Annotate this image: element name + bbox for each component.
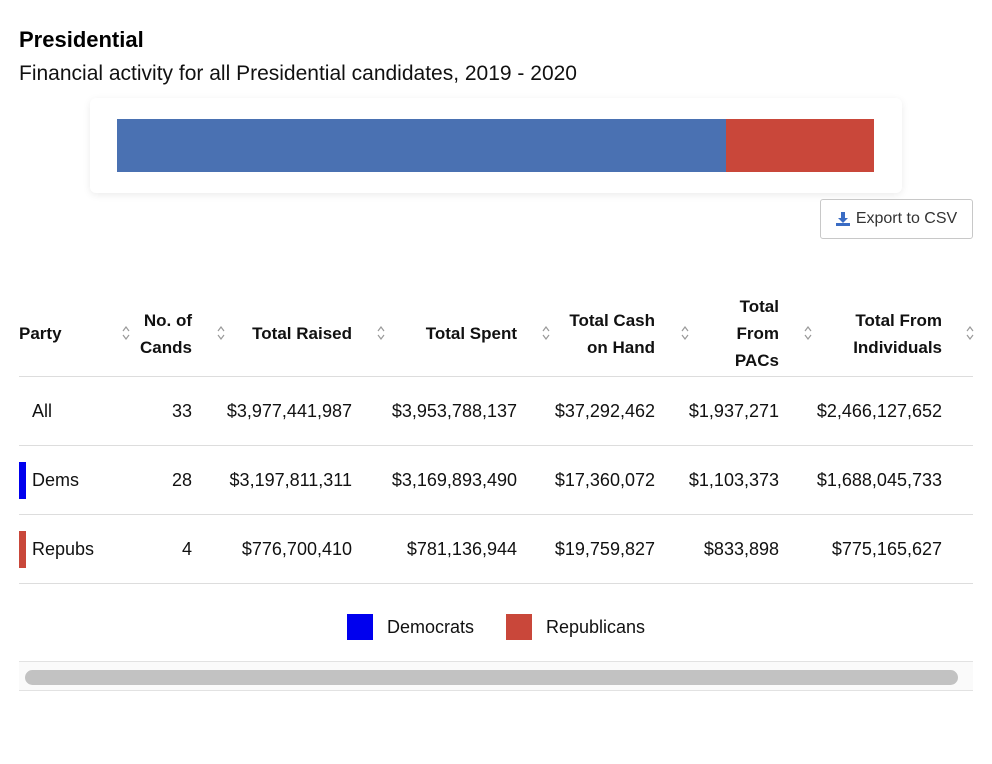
cell-indiv: $2,466,127,652 [816, 400, 942, 421]
bar-segment-democrats [117, 119, 727, 172]
sort-icon[interactable] [680, 325, 690, 341]
cell-spent: $781,136,944 [406, 538, 517, 559]
export-csv-label: Export to CSV [855, 210, 958, 227]
column-header-label: No. of Cands [140, 310, 192, 357]
column-header-party[interactable]: Party [19, 290, 137, 377]
legend-item-republicans: Republicans [505, 614, 646, 640]
sort-icon[interactable] [121, 325, 131, 341]
cell-spent: $3,169,893,490 [391, 469, 517, 490]
party-color-marker [19, 462, 26, 499]
column-header-label: Total From Individuals [853, 310, 942, 357]
column-header-raised[interactable]: Total Raised [219, 290, 352, 377]
column-header-pacs[interactable]: Total From PACs [699, 290, 779, 377]
cell-raised: $3,977,441,987 [226, 400, 352, 421]
export-csv-button[interactable]: Export to CSV [820, 199, 973, 239]
legend-label: Democrats [386, 616, 474, 637]
bar-segment-republicans [726, 119, 874, 172]
download-icon [835, 212, 850, 226]
column-header-label: Total From PACs [734, 297, 779, 370]
page-title: Presidential [19, 27, 144, 52]
legend: Democrats Republicans [0, 614, 992, 640]
party-share-card [90, 98, 902, 193]
cell-pacs: $1,103,373 [688, 469, 779, 490]
cell-cash: $37,292,462 [554, 400, 655, 421]
table-row: Dems 28 $3,197,811,311 $3,169,893,490 $17,36… [19, 446, 973, 515]
cell-cands: 4 [181, 538, 192, 559]
cell-party: All [32, 400, 53, 421]
cell-raised: $776,700,410 [241, 538, 352, 559]
column-header-spent[interactable]: Total Spent [389, 290, 517, 377]
party-share-bar [117, 119, 874, 172]
column-header-label: Total Cash on Hand [569, 310, 655, 357]
party-color-marker [19, 531, 26, 568]
sort-icon[interactable] [965, 325, 975, 341]
table-row: Repubs 4 $776,700,410 $781,136,944 $19,759,8… [19, 515, 973, 584]
cell-indiv: $775,165,627 [831, 538, 942, 559]
party-summary-table: Party No. of Cands Total Raised Total Spent… [19, 290, 975, 584]
column-header-cash[interactable]: Total Cash on Hand [539, 290, 655, 377]
cell-spent: $3,953,788,137 [391, 400, 517, 421]
cell-cash: $19,759,827 [554, 538, 655, 559]
table-row: All 33 $3,977,441,987 $3,953,788,137 $37,292… [19, 377, 973, 446]
scrollbar-thumb[interactable] [25, 670, 958, 685]
cell-cands: 28 [171, 469, 192, 490]
table-body: All 33 $3,977,441,987 $3,953,788,137 $37,292… [19, 377, 973, 584]
legend-label: Republicans [545, 616, 646, 637]
column-header-indiv[interactable]: Total From Individuals [819, 290, 942, 377]
cell-raised: $3,197,811,311 [229, 469, 352, 490]
cell-party: Repubs [32, 538, 95, 559]
cell-cash: $17,360,072 [554, 469, 655, 490]
horizontal-scrollbar[interactable] [19, 661, 973, 691]
column-header-cands[interactable]: No. of Cands [109, 290, 192, 377]
column-header-label: Party [19, 324, 62, 343]
table-header: Party No. of Cands Total Raised Total Spent… [19, 290, 975, 377]
cell-indiv: $1,688,045,733 [816, 469, 942, 490]
column-header-label: Total Raised [252, 324, 352, 343]
page-subtitle: Financial activity for all Presidential … [19, 62, 577, 85]
sort-icon[interactable] [803, 325, 813, 341]
sort-icon[interactable] [216, 325, 226, 341]
legend-swatch [346, 614, 373, 640]
sort-icon[interactable] [376, 325, 386, 341]
legend-item-democrats: Democrats [346, 614, 474, 640]
cell-party: Dems [32, 469, 80, 490]
sort-icon[interactable] [541, 325, 551, 341]
column-header-label: Total Spent [425, 324, 517, 343]
cell-pacs: $1,937,271 [688, 400, 779, 421]
cell-pacs: $833,898 [703, 538, 779, 559]
legend-swatch [505, 614, 532, 640]
cell-cands: 33 [171, 400, 192, 421]
